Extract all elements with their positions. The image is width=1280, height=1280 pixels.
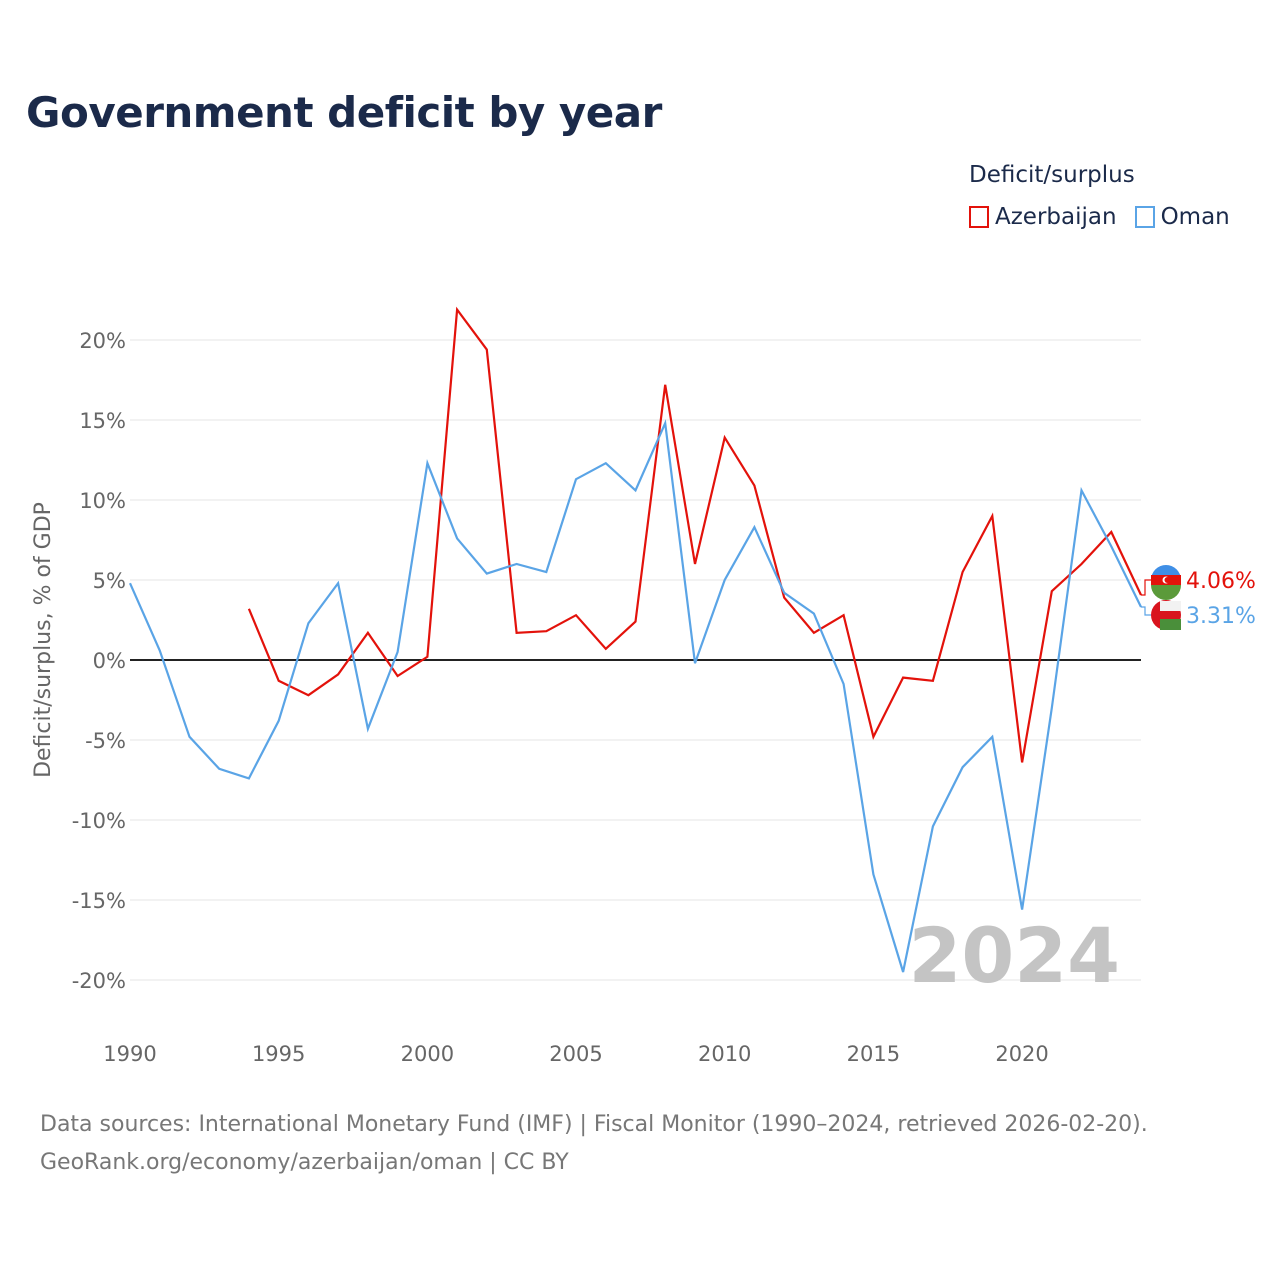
footer-sources: Data sources: International Monetary Fun…	[40, 1112, 1148, 1137]
y-tick-label: -10%	[72, 809, 126, 833]
legend-swatch-azerbaijan	[969, 206, 989, 228]
legend-label-oman: Oman	[1160, 204, 1230, 230]
x-tick-label: 2015	[847, 1042, 900, 1066]
y-tick-label: -5%	[85, 729, 126, 753]
legend-swatch-oman	[1134, 206, 1155, 228]
legend: Azerbaijan Oman	[969, 204, 1230, 230]
watermark-year: 2024	[908, 911, 1120, 1000]
chart-title: Government deficit by year	[26, 88, 662, 137]
y-axis-title: Deficit/surplus, % of GDP	[31, 502, 56, 778]
line-chart: 20% 15% 10% 5% 0% -5% -10% -15% -20% 1990 1995 2000…	[31, 306, 1256, 1066]
end-label-azerbaijan: 4.06%	[1186, 569, 1256, 594]
end-connector	[1141, 606, 1153, 616]
legend-label-azerbaijan: Azerbaijan	[995, 204, 1117, 230]
y-tick-label: 10%	[79, 489, 126, 513]
x-tick-label: 1995	[252, 1042, 305, 1066]
y-tick-label: 0%	[93, 649, 126, 673]
legend-item-oman[interactable]: Oman	[1134, 204, 1230, 230]
series-line-oman	[128, 419, 1142, 973]
x-tick-label: 2000	[401, 1042, 454, 1066]
x-tick-label: 2010	[698, 1042, 751, 1066]
y-tick-label: 5%	[93, 569, 126, 593]
flag-oman-white	[1160, 601, 1181, 611]
series-line-azerbaijan	[247, 306, 1142, 763]
flag-azerbaijan-bottom	[1151, 585, 1181, 600]
x-tick-label: 1990	[103, 1042, 156, 1066]
footer: Data sources: International Monetary Fun…	[40, 1106, 1148, 1182]
x-tick-label: 2005	[549, 1042, 602, 1066]
x-tick-label: 2020	[995, 1042, 1048, 1066]
end-connector	[1141, 579, 1153, 596]
y-tick-label: -20%	[72, 969, 126, 993]
flag-azerbaijan-crescent-cut	[1164, 577, 1171, 583]
y-tick-label: 20%	[79, 329, 126, 353]
y-tick-label: -15%	[72, 889, 126, 913]
flag-oman-green	[1160, 619, 1181, 630]
footer-link[interactable]: GeoRank.org/economy/azerbaijan/oman | CC…	[40, 1150, 569, 1175]
legend-title: Deficit/surplus	[969, 162, 1135, 188]
end-label-oman: 3.31%	[1186, 604, 1256, 629]
legend-item-azerbaijan[interactable]: Azerbaijan	[969, 204, 1117, 230]
y-tick-label: 15%	[79, 409, 126, 433]
